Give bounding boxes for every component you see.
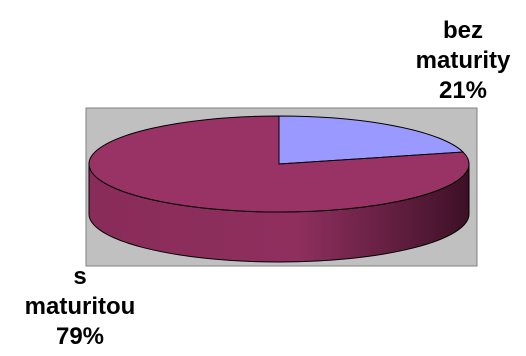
slice-value-label: 21% — [438, 77, 488, 104]
slice-label-line: s — [73, 263, 87, 290]
pie-slice-0 — [278, 115, 465, 165]
pie-slices — [88, 115, 470, 263]
pie-slice-1 — [88, 115, 470, 213]
slice-value-label: 79% — [55, 323, 105, 350]
slice-label-line: bez — [442, 17, 483, 44]
slice-label-bez-maturity: bez maturity 21% — [400, 16, 526, 106]
slice-label-line: maturitou — [24, 293, 136, 320]
slice-label-line: maturity — [415, 47, 511, 74]
slice-label-s-maturitou: s maturitou 79% — [0, 262, 160, 352]
